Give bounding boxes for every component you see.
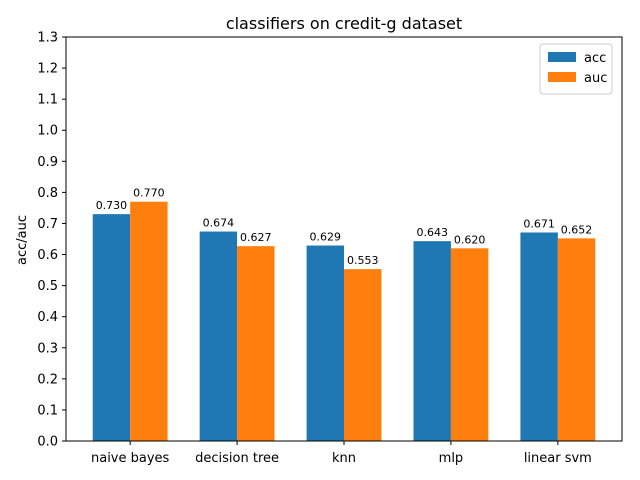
- y-tick-label: 0.0: [37, 435, 58, 450]
- y-tick-label: 0.4: [37, 310, 58, 325]
- data-label-acc-decision-tree: 0.674: [203, 217, 235, 230]
- bar-auc-decision-tree: [237, 246, 275, 441]
- y-tick-label: 0.8: [37, 186, 58, 201]
- bar-acc-decision-tree: [199, 231, 238, 441]
- y-tick-label: 1.2: [37, 62, 58, 77]
- y-tick-label: 0.5: [37, 279, 58, 294]
- y-tick-label: 0.7: [37, 217, 58, 232]
- y-tick-label: 0.3: [37, 341, 58, 356]
- data-label-acc-naive-bayes: 0.730: [96, 199, 128, 212]
- bar-auc-linear-svm: [557, 238, 596, 441]
- bar-auc-mlp: [450, 248, 489, 441]
- y-tick-label: 1.0: [37, 124, 58, 139]
- data-label-acc-knn: 0.629: [310, 231, 342, 244]
- bar-acc-linear-svm: [520, 232, 558, 441]
- legend-label-auc: auc: [584, 71, 607, 86]
- data-label-auc-mlp: 0.620: [454, 233, 486, 246]
- x-tick-label: mlp: [439, 451, 464, 466]
- bar-acc-knn: [306, 245, 344, 441]
- bar-acc-naive-bayes: [92, 214, 131, 441]
- x-tick-label: knn: [332, 451, 356, 466]
- bar-auc-knn: [344, 269, 382, 441]
- y-tick-label: 1.1: [37, 93, 58, 108]
- legend-swatch-auc: [548, 72, 576, 82]
- y-tick-label: 0.6: [37, 248, 58, 263]
- y-tick-label: 1.3: [37, 31, 58, 46]
- bar-auc-naive-bayes: [130, 201, 168, 441]
- y-tick-label: 0.1: [37, 403, 58, 418]
- legend-label-acc: acc: [584, 51, 606, 66]
- chart-title: classifiers on credit-g dataset: [226, 14, 462, 33]
- legend-swatch-acc: [548, 52, 576, 62]
- x-tick-label: decision tree: [195, 451, 279, 466]
- y-tick-label: 0.9: [37, 155, 58, 170]
- data-label-acc-linear-svm: 0.671: [523, 217, 555, 230]
- y-axis-label: acc/auc: [15, 215, 30, 265]
- bar-acc-mlp: [413, 241, 451, 441]
- data-label-auc-knn: 0.553: [347, 254, 379, 267]
- x-tick-label: linear svm: [524, 451, 592, 466]
- data-label-auc-linear-svm: 0.652: [561, 223, 593, 236]
- plot-area: 0.730 0.674 0.629 0.643 0.671 0.770 0.627 0.553…: [37, 31, 623, 466]
- y-tick-label: 0.2: [37, 372, 58, 387]
- data-label-auc-naive-bayes: 0.770: [133, 187, 165, 200]
- data-label-auc-decision-tree: 0.627: [240, 231, 272, 244]
- x-tick-label: naive bayes: [91, 451, 170, 466]
- data-label-acc-mlp: 0.643: [416, 226, 448, 239]
